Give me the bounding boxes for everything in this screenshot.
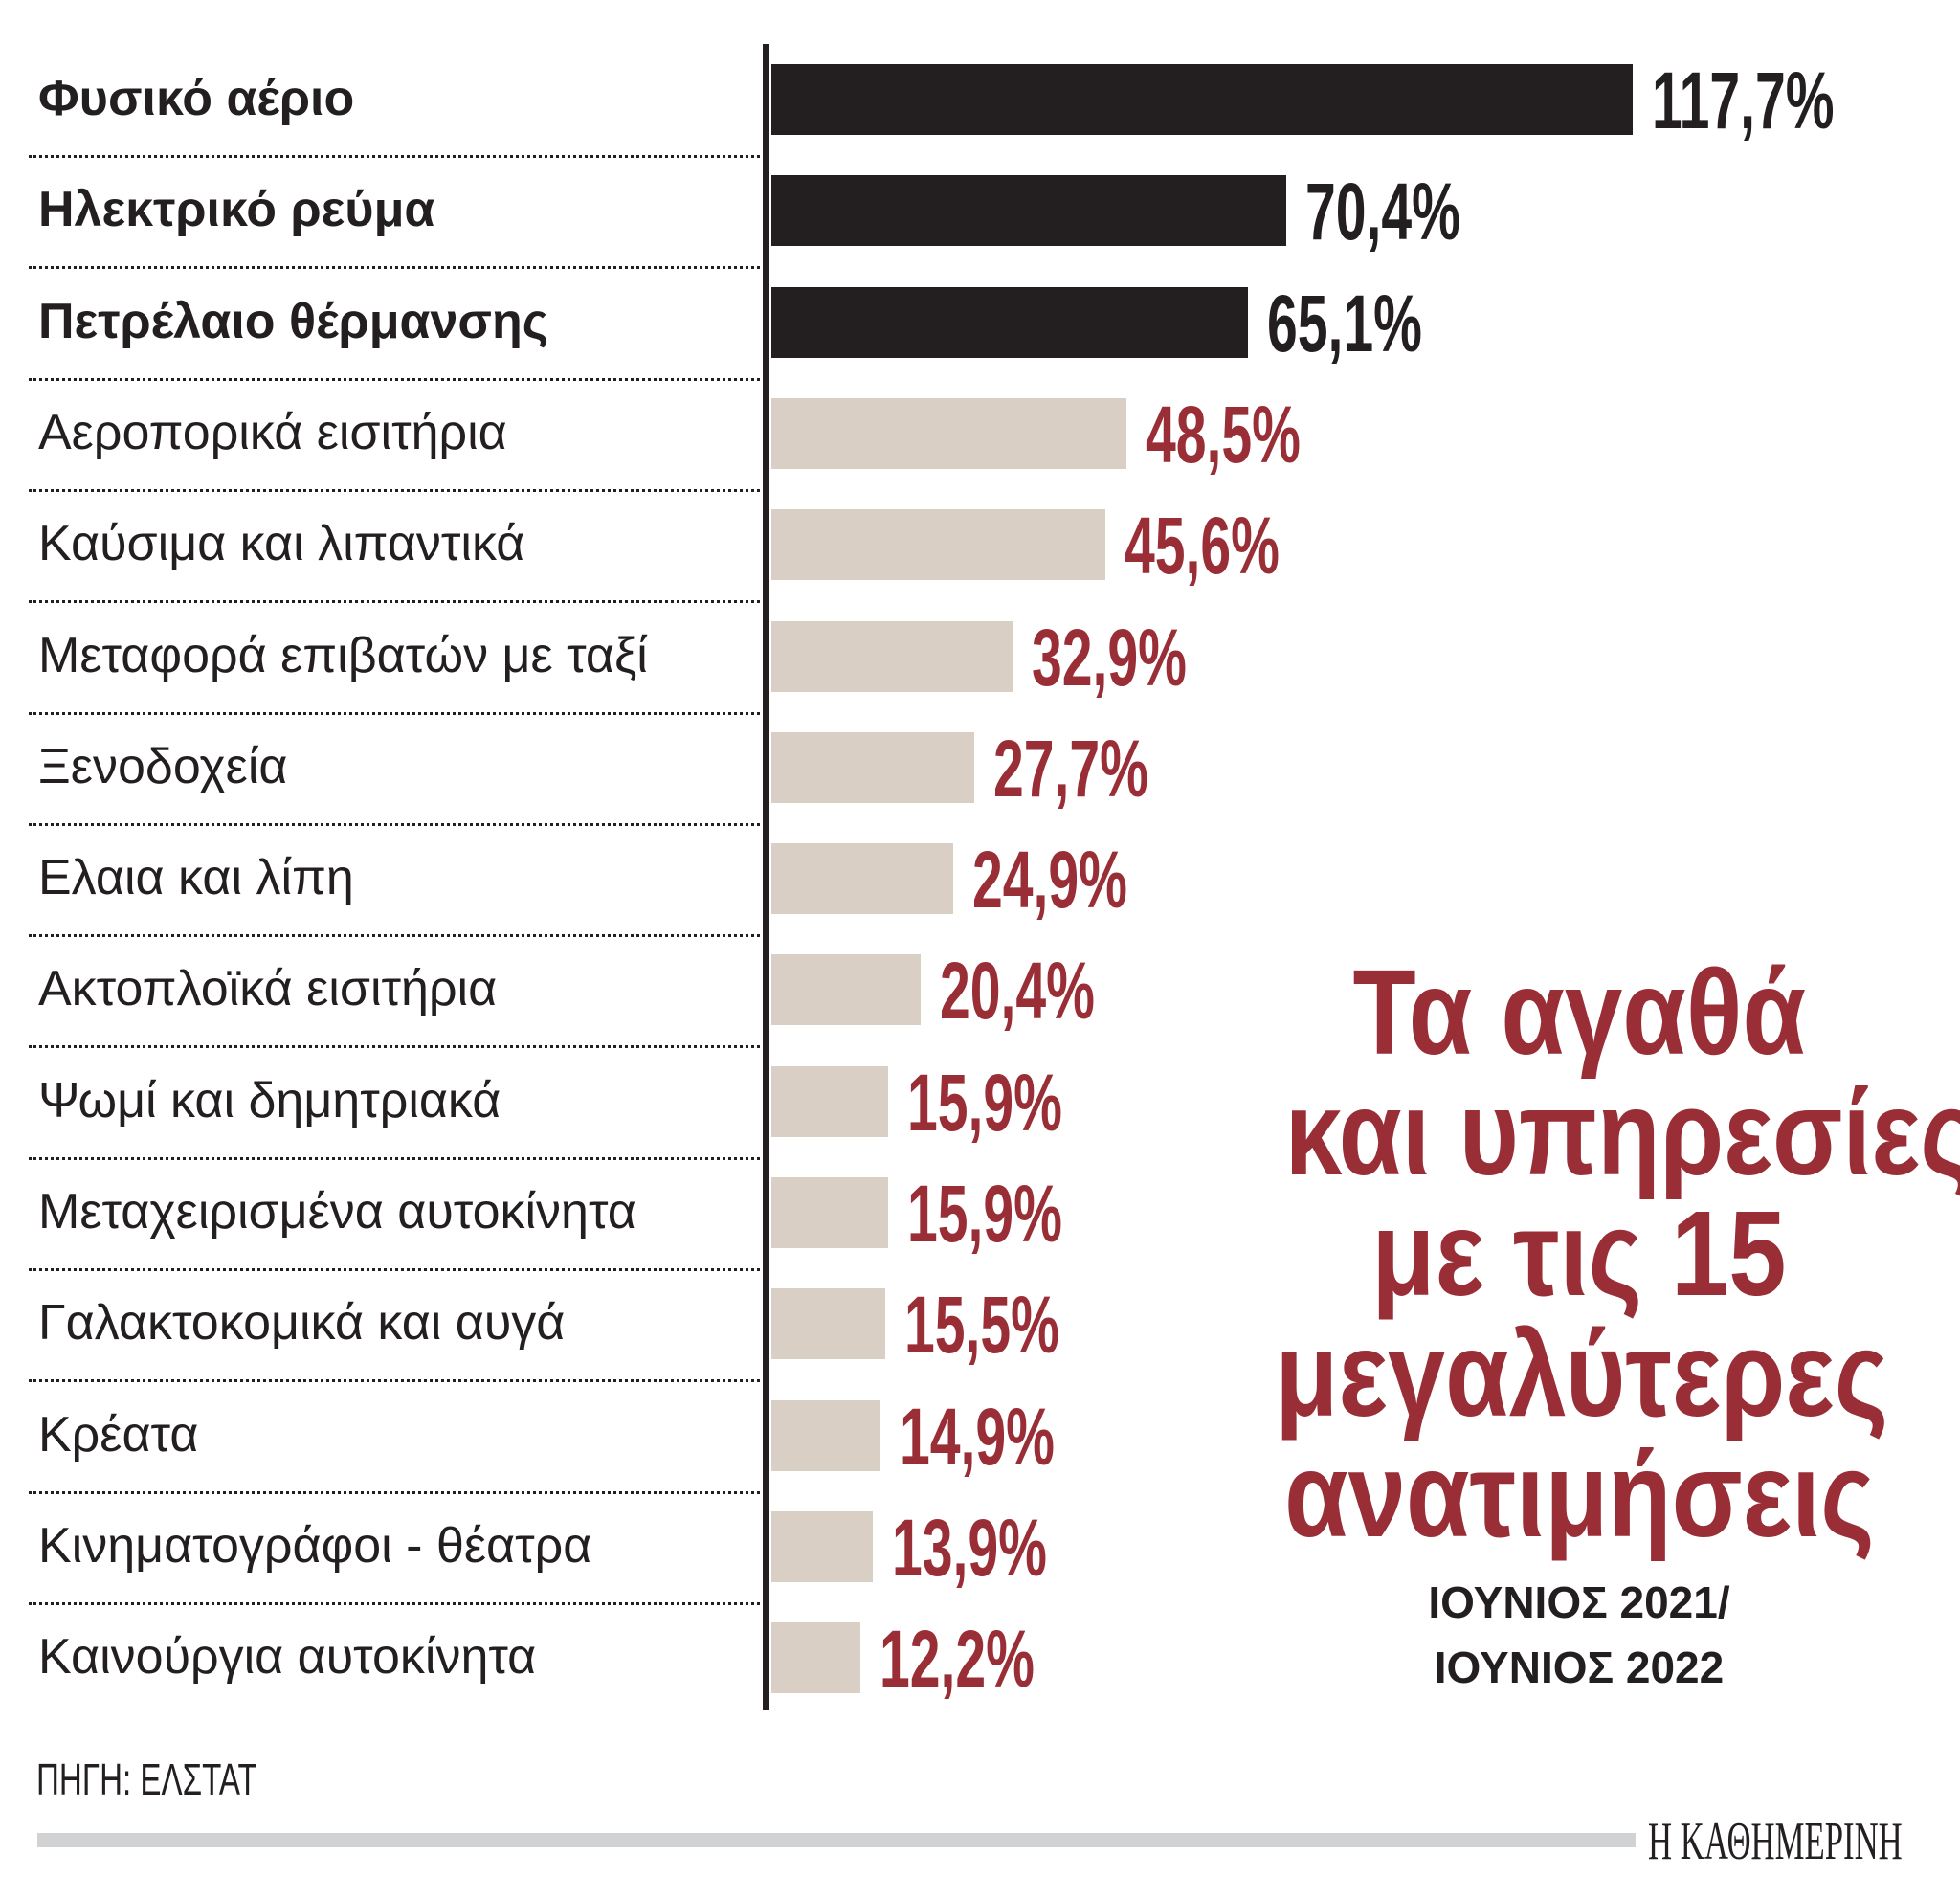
- data-label: 27,7%: [992, 723, 1148, 814]
- footer-rule: [37, 1833, 1636, 1847]
- category-label: Κινηματογράφοι - θέατρα: [38, 1517, 592, 1574]
- source-note: ΠΗΓΗ: ΕΛΣΤΑΤ: [36, 1754, 257, 1804]
- data-label: 12,2%: [880, 1614, 1036, 1705]
- category-label: Καύσιμα και λιπαντικά: [38, 516, 525, 572]
- data-label: 32,9%: [1031, 612, 1187, 703]
- row-divider: [29, 1268, 766, 1271]
- bar: [771, 175, 1287, 247]
- row-divider: [29, 1490, 766, 1494]
- bar: [771, 64, 1633, 135]
- publisher-logo: Η ΚΑΘΗΜΕΡΙΝΗ: [1648, 1812, 1903, 1871]
- row-divider: [29, 1156, 766, 1160]
- data-label: 15,9%: [906, 1057, 1062, 1148]
- bar: [771, 843, 954, 915]
- row-divider: [29, 822, 766, 826]
- category-label: Κρέατα: [38, 1406, 199, 1463]
- category-label: Αεροπορικά εισιτήρια: [38, 404, 507, 460]
- title-line: ανατιμήσεις: [1283, 1427, 1875, 1562]
- bar: [771, 1510, 874, 1582]
- title-line: και υπηρεσίες: [1284, 1065, 1960, 1200]
- category-label: Φυσικό αέριο: [38, 71, 355, 126]
- data-label: 45,6%: [1124, 501, 1280, 592]
- subtitle-line: ΙΟΥΝΙΟΣ 2021/: [1428, 1577, 1730, 1627]
- category-label: Ψωμί και δημητριακά: [38, 1072, 501, 1128]
- row-divider: [29, 711, 766, 715]
- bar: [771, 731, 974, 803]
- bar: [771, 954, 921, 1026]
- category-label: Γαλακτοκομικά και αυγά: [38, 1295, 566, 1352]
- category-label: Μεταχειρισμένα αυτοκίνητα: [38, 1184, 636, 1240]
- category-label: Καινούργια αυτοκίνητα: [38, 1629, 537, 1686]
- row-divider: [29, 1379, 766, 1383]
- row-divider: [29, 1045, 766, 1049]
- data-label: 14,9%: [899, 1391, 1055, 1482]
- row-divider: [29, 377, 766, 381]
- category-label: Ακτοπλοϊκά εισιτήρια: [38, 961, 498, 1017]
- title-line: Τα αγαθά: [1352, 945, 1806, 1080]
- chart-title: Τα αγαθά και υπηρεσίες με τις 15 μεγαλύτ…: [1225, 945, 1960, 1562]
- subtitle-line: ΙΟΥΝΙΟΣ 2022: [1434, 1642, 1725, 1692]
- row-divider: [29, 488, 766, 492]
- row-divider: [29, 600, 766, 604]
- data-label: 48,5%: [1145, 389, 1301, 480]
- data-label: 13,9%: [892, 1502, 1048, 1593]
- bar: [771, 509, 1105, 581]
- row-divider: [29, 934, 766, 938]
- data-label: 15,5%: [903, 1280, 1059, 1371]
- row-divider: [29, 155, 766, 158]
- bar: [771, 620, 1013, 692]
- row-divider: [29, 1601, 766, 1605]
- title-line: μεγαλύτερες: [1275, 1307, 1889, 1441]
- chart-subtitle: ΙΟΥΝΙΟΣ 2021/ ΙΟΥΝΙΟΣ 2022: [1292, 1570, 1866, 1700]
- bar: [771, 1288, 885, 1360]
- title-line: με τις 15: [1371, 1186, 1787, 1321]
- axis-line: [763, 44, 769, 1710]
- bar: [771, 286, 1248, 358]
- category-label: Ξενοδοχεία: [38, 738, 288, 794]
- bar: [771, 1399, 880, 1471]
- category-label: Ηλεκτρικό ρεύμα: [38, 182, 435, 238]
- bar: [771, 1065, 888, 1137]
- bar: [771, 397, 1126, 469]
- category-label: Μεταφορά επιβατών με ταξί: [38, 627, 648, 683]
- data-label: 70,4%: [1305, 167, 1461, 257]
- row-divider: [29, 266, 766, 270]
- data-label: 15,9%: [906, 1169, 1062, 1259]
- data-label: 117,7%: [1652, 56, 1835, 145]
- bar: [771, 1177, 888, 1248]
- data-label: 24,9%: [972, 835, 1128, 926]
- category-label: Πετρέλαιο θέρμανσης: [38, 293, 548, 349]
- category-label: Ελαια και λίπη: [38, 850, 354, 906]
- data-label: 20,4%: [939, 946, 1095, 1037]
- data-label: 65,1%: [1266, 278, 1422, 369]
- bar-chart: Φυσικό αέριο 117,7% Ηλεκτρικό ρεύμα 70,4% Πε…: [29, 56, 1835, 1705]
- bar: [771, 1622, 861, 1694]
